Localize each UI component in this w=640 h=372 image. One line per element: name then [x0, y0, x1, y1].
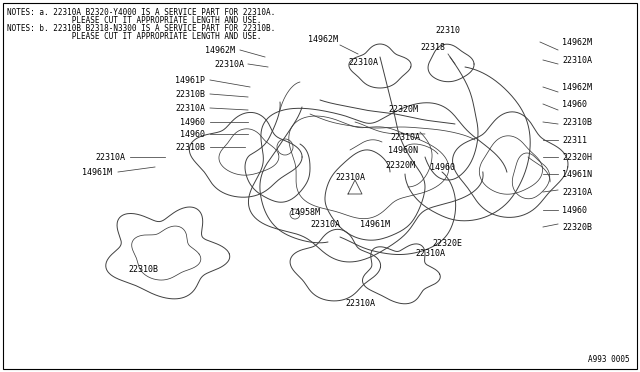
Text: 22310A: 22310A	[390, 132, 420, 141]
Text: 14962M: 14962M	[562, 38, 592, 46]
Text: 22310A: 22310A	[562, 187, 592, 196]
Text: 22320M: 22320M	[385, 160, 415, 170]
Text: 14962M: 14962M	[308, 35, 338, 44]
Text: 22320H: 22320H	[562, 153, 592, 161]
Text: 14962M: 14962M	[205, 45, 235, 55]
Text: 14960: 14960	[430, 163, 455, 171]
Text: 22320B: 22320B	[562, 222, 592, 231]
Text: 22320M: 22320M	[388, 105, 418, 113]
Text: 14961M: 14961M	[360, 219, 390, 228]
Text: 22320E: 22320E	[432, 240, 462, 248]
Text: 22310A: 22310A	[415, 250, 445, 259]
Text: 22310B: 22310B	[128, 266, 158, 275]
Text: 14960: 14960	[562, 99, 587, 109]
Text: 14960: 14960	[180, 129, 205, 138]
Text: PLEASE CUT IT APPROPRIATE LENGTH AND USE.: PLEASE CUT IT APPROPRIATE LENGTH AND USE…	[7, 32, 261, 41]
Text: 22310A: 22310A	[335, 173, 365, 182]
Text: NOTES: a. 22310A B2320-Y4000 IS A SERVICE PART FOR 22310A.: NOTES: a. 22310A B2320-Y4000 IS A SERVIC…	[7, 8, 275, 17]
Text: 22318: 22318	[420, 43, 445, 52]
Text: 22310A: 22310A	[175, 103, 205, 112]
Text: 14960N: 14960N	[388, 145, 418, 154]
Text: 14962M: 14962M	[562, 83, 592, 92]
Text: 14960: 14960	[562, 205, 587, 215]
Text: 22310A: 22310A	[214, 60, 244, 68]
Text: 14958M: 14958M	[290, 208, 320, 217]
Text: 22311: 22311	[562, 135, 587, 144]
Text: 14961N: 14961N	[562, 170, 592, 179]
Text: 22310A: 22310A	[562, 55, 592, 64]
Text: 22310A: 22310A	[310, 219, 340, 228]
Text: PLEASE CUT IT APPROPRIATE LENGTH AND USE.: PLEASE CUT IT APPROPRIATE LENGTH AND USE…	[7, 16, 261, 25]
Text: 22310: 22310	[435, 26, 460, 35]
Text: 14961M: 14961M	[82, 167, 112, 176]
Text: 14961P: 14961P	[175, 76, 205, 84]
Text: A993 0005: A993 0005	[588, 355, 630, 364]
Text: 14960: 14960	[180, 118, 205, 126]
Text: 22310B: 22310B	[562, 118, 592, 126]
Text: 22310A: 22310A	[95, 153, 125, 161]
Text: 22310A: 22310A	[345, 299, 375, 308]
Text: 22310B: 22310B	[175, 142, 205, 151]
Text: NOTES: b. 22310B B2318-N3300 IS A SERVICE PART FOR 22310B.: NOTES: b. 22310B B2318-N3300 IS A SERVIC…	[7, 24, 275, 33]
Text: 22310B: 22310B	[175, 90, 205, 99]
Text: 22310A: 22310A	[348, 58, 378, 67]
